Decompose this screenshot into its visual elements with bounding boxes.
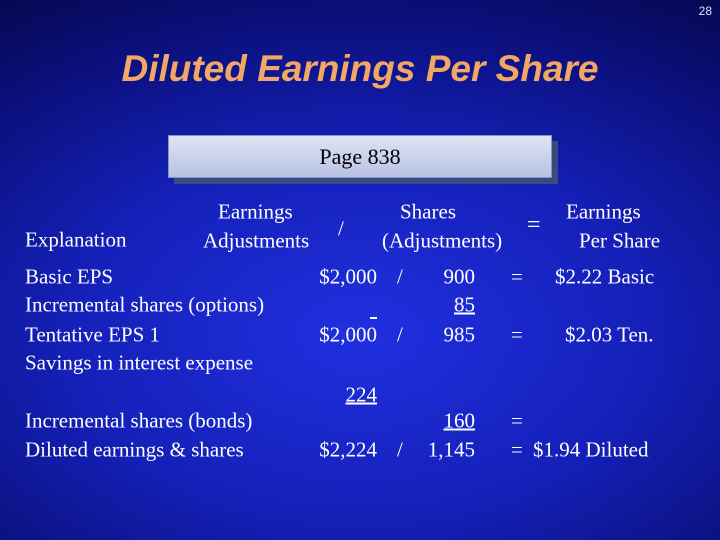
cell-earnings: $2,000	[319, 264, 377, 289]
header-eps: Per Share	[579, 228, 661, 253]
cell-shares: 985	[443, 322, 476, 347]
cell-label: Incremental shares (bonds)	[25, 408, 253, 433]
cell-eps: $2.22 Basic	[555, 264, 655, 289]
cell-earnings: 224	[345, 382, 378, 407]
header-eps: Earnings	[566, 199, 641, 224]
cell-earnings: $2,000	[319, 322, 377, 347]
slide-title: Diluted Earnings Per Share	[121, 48, 599, 89]
cell-label: Savings in interest expense	[25, 350, 254, 375]
header-shares: (Adjustments)	[382, 228, 503, 253]
cell-eps: $1.94 Diluted	[533, 437, 649, 462]
cell-equals: =	[511, 322, 523, 347]
header-shares: Shares	[400, 199, 456, 224]
header-explanation: Explanation	[25, 227, 127, 252]
page-reference: Page 838	[168, 135, 552, 178]
cell-eps: $2.03 Ten.	[565, 322, 654, 347]
cell-equals: =	[511, 264, 523, 289]
cell-label: Incremental shares (options)	[25, 292, 265, 317]
cell-shares: 85	[454, 292, 475, 317]
cell-earnings: $2,224	[319, 437, 377, 462]
cell-divide: /	[397, 322, 403, 347]
header-earnings: Adjustments	[203, 228, 310, 253]
header-equals: =	[527, 212, 541, 238]
cell-shares: 1,145	[427, 437, 475, 462]
cell-equals: =	[511, 408, 523, 433]
header-divide: /	[338, 216, 344, 241]
cell-label: Diluted earnings & shares	[25, 437, 244, 462]
cell-divide: /	[397, 264, 403, 289]
cell-shares: 900	[443, 264, 476, 289]
cell-shares: 160	[443, 408, 476, 433]
cell-label: Basic EPS	[25, 264, 114, 289]
cell-divide: /	[397, 437, 403, 462]
cell-equals: =	[511, 437, 523, 462]
header-earnings: Earnings	[218, 199, 293, 224]
cell-label: Tentative EPS 1	[25, 322, 161, 347]
page-number: 28	[698, 4, 712, 18]
blank-underline	[370, 317, 377, 319]
